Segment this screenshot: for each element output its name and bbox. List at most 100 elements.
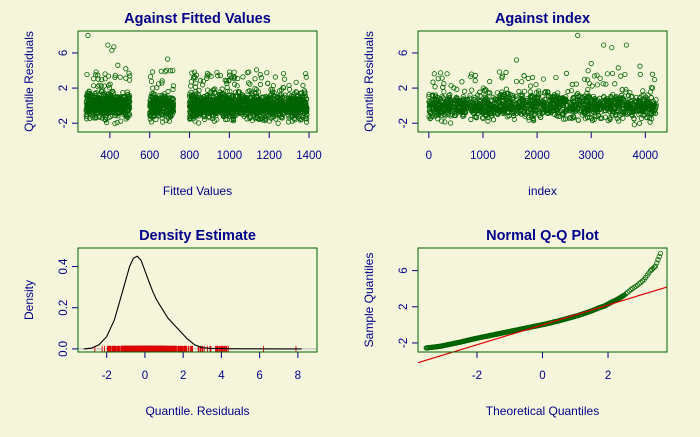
data-point (644, 97, 650, 103)
data-point (482, 97, 488, 103)
qq-point (626, 288, 632, 294)
data-point (553, 74, 559, 81)
density-curve (83, 255, 302, 350)
data-point (518, 101, 524, 108)
data-point (123, 103, 129, 110)
data-point (546, 98, 553, 104)
outlier-point (601, 42, 607, 48)
data-point (593, 113, 599, 119)
data-point (126, 70, 132, 76)
qq-point (654, 260, 660, 266)
data-point (93, 69, 99, 75)
data-point (84, 71, 90, 78)
data-point (483, 112, 489, 119)
data-point (525, 75, 531, 81)
data-point (638, 107, 644, 113)
data-point (204, 70, 211, 76)
data-point (154, 109, 160, 115)
data-point (652, 110, 659, 116)
data-point (468, 71, 475, 77)
data-point (427, 109, 434, 116)
data-point (602, 114, 608, 120)
data-point (256, 109, 262, 116)
y-tick-label: 6 (398, 267, 410, 273)
data-point (253, 100, 259, 106)
data-point (631, 122, 637, 128)
outlier-point (623, 42, 630, 48)
data-point (159, 80, 165, 86)
data-marks (78, 255, 317, 352)
data-point (476, 103, 482, 109)
data-point (439, 118, 445, 124)
data-point (438, 109, 444, 115)
x-tick-label: 1400 (296, 150, 322, 162)
data-point (224, 95, 230, 102)
data-point (602, 96, 609, 103)
data-point (95, 76, 101, 82)
data-point (204, 93, 210, 99)
x-axis-label: Quantile. Residuals (145, 404, 249, 418)
data-point (578, 107, 584, 113)
data-point (159, 108, 165, 114)
data-point (467, 92, 473, 98)
data-point (560, 111, 566, 117)
data-point (487, 106, 493, 112)
data-point (248, 109, 254, 115)
data-point (90, 83, 97, 89)
data-point (240, 74, 246, 80)
data-point (435, 106, 441, 112)
y-ticks: -2 2 6 (58, 50, 78, 128)
data-point (289, 107, 295, 113)
data-point (496, 106, 502, 112)
data-point (147, 74, 154, 80)
data-point (207, 104, 214, 110)
data-point (290, 102, 296, 108)
data-point (533, 81, 539, 88)
data-point (275, 120, 281, 126)
data-point (522, 106, 528, 112)
data-point (303, 71, 309, 77)
data-point (107, 100, 113, 106)
data-point (299, 101, 305, 108)
data-point (222, 77, 228, 83)
y-tick-label: -2 (398, 118, 410, 128)
data-point (457, 108, 463, 114)
data-point (545, 110, 551, 116)
data-point (602, 103, 608, 109)
data-point (286, 82, 292, 89)
data-point (519, 92, 525, 98)
data-point (123, 105, 129, 111)
data-point (159, 115, 165, 121)
data-point (444, 71, 450, 77)
data-point (294, 112, 300, 118)
data-point (560, 116, 567, 122)
data-point (149, 91, 155, 97)
data-point (545, 89, 551, 95)
data-point (148, 119, 154, 125)
data-point (651, 101, 657, 107)
data-point (201, 105, 207, 111)
outlier-point (588, 60, 594, 67)
data-point (480, 85, 486, 91)
data-point (191, 74, 197, 80)
data-point (442, 103, 448, 109)
data-point (649, 111, 655, 117)
data-point (188, 89, 194, 95)
outlier-point (609, 45, 615, 51)
data-point (295, 97, 301, 103)
y-tick-label: 0.4 (58, 258, 70, 275)
data-point (591, 73, 598, 79)
data-point (487, 90, 493, 96)
data-point (437, 101, 443, 108)
data-point (603, 81, 609, 87)
data-point (623, 89, 629, 95)
data-point (223, 78, 230, 84)
data-point (278, 92, 285, 98)
data-point (227, 88, 233, 94)
data-point (432, 100, 439, 107)
data-point (125, 98, 131, 104)
data-point (188, 79, 194, 85)
data-point (167, 68, 173, 74)
qq-point (634, 282, 641, 288)
